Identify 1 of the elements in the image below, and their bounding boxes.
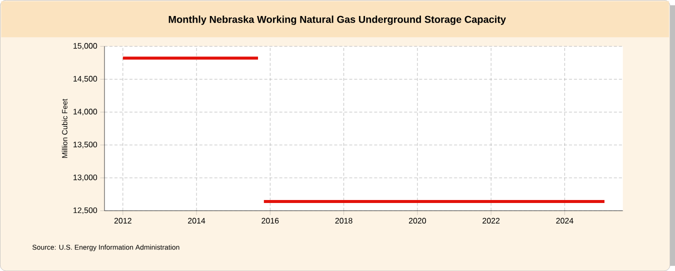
chart-title: Monthly Nebraska Working Natural Gas Underground Storage Capacity [168,16,506,25]
